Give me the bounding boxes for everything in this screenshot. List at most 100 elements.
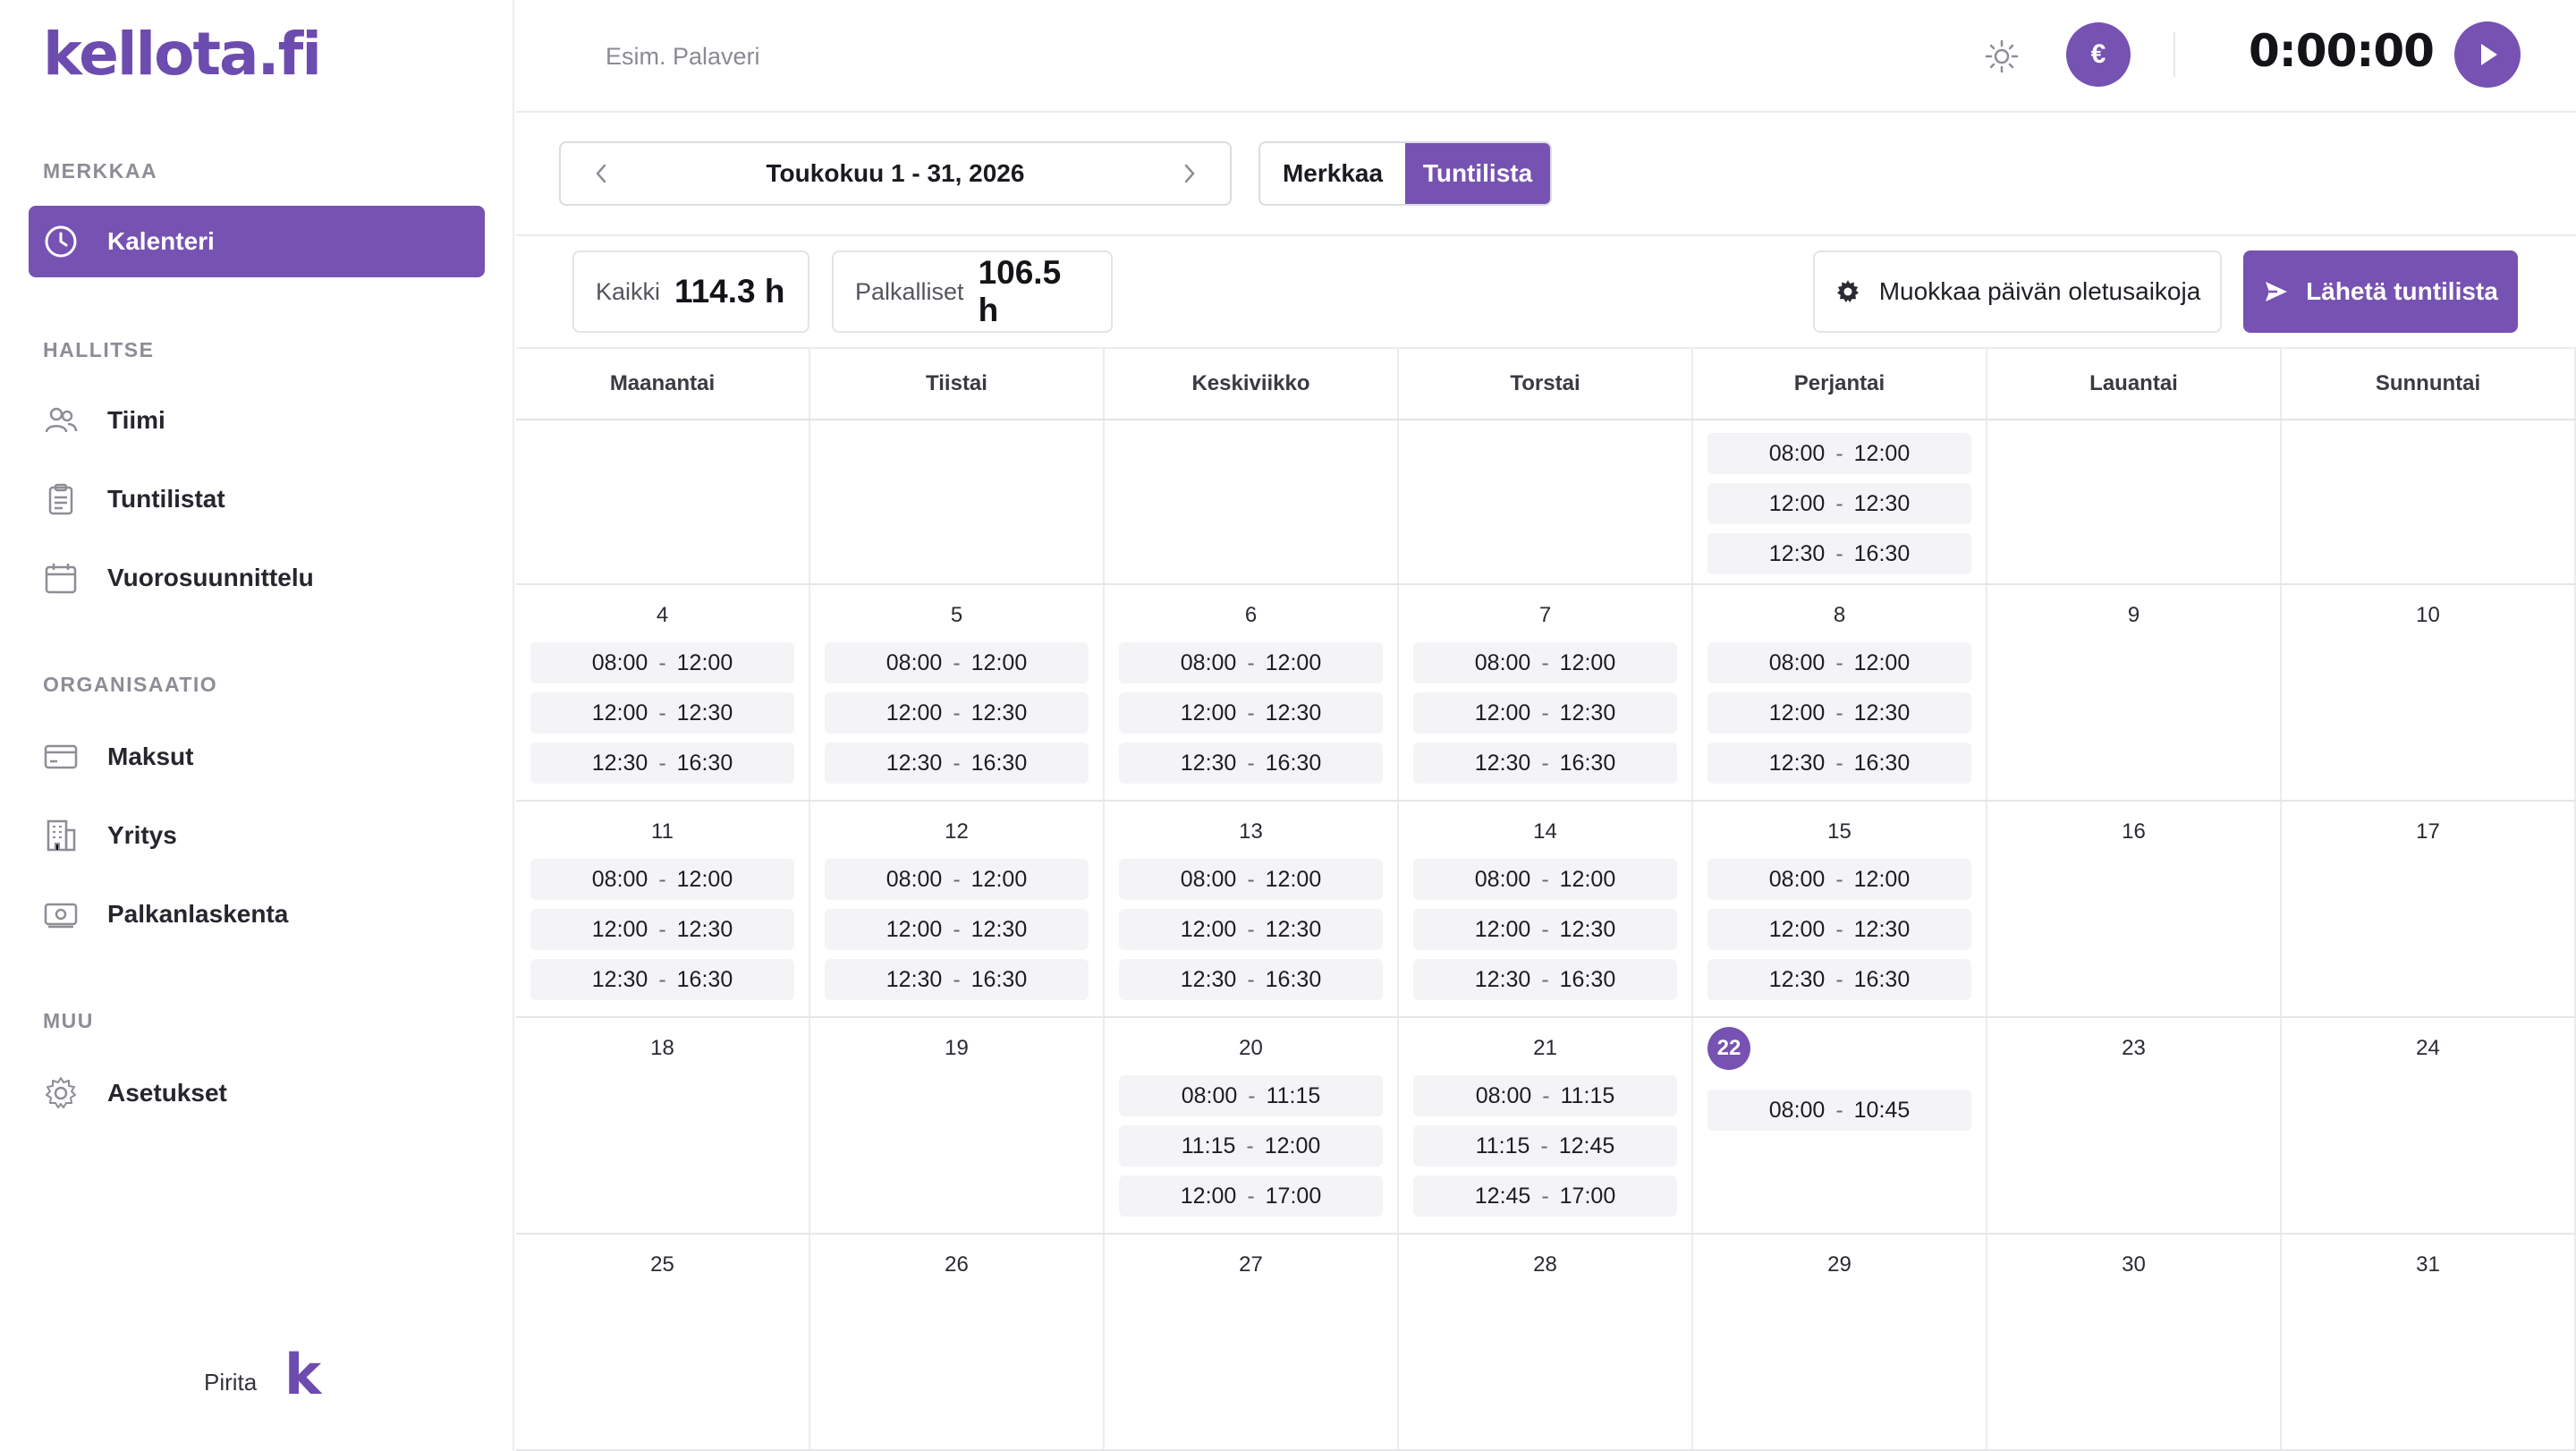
calendar-day-cell[interactable]: 23 (1987, 1018, 2282, 1233)
sidebar-item-tuntilistat[interactable]: Tuntilistat (29, 463, 485, 535)
day-number: 17 (2416, 819, 2440, 844)
calendar-day-cell[interactable]: 6 08:00-12:00 12:00-12:30 12:30-16:30 (1105, 585, 1399, 800)
calendar-day-cell[interactable]: 15 08:00-12:00 12:00-12:30 12:30-16:30 (1693, 802, 1987, 1016)
time-entry[interactable]: 08:00-11:15 (1119, 1075, 1383, 1116)
time-entry[interactable]: 12:30-16:30 (1707, 959, 1971, 1000)
time-entry[interactable]: 08:00-12:00 (825, 859, 1089, 900)
time-entry[interactable]: 12:00-12:30 (1707, 909, 1971, 950)
time-entry[interactable]: 12:30-16:30 (1707, 742, 1971, 784)
billable-toggle-button[interactable]: € (2066, 22, 2131, 87)
theme-toggle-button[interactable] (1979, 34, 2024, 79)
time-entry[interactable]: 12:30-16:30 (530, 959, 794, 1000)
sidebar-item-vuorosuunnittelu[interactable]: Vuorosuunnittelu (29, 542, 485, 614)
time-entry[interactable]: 12:00-12:30 (1707, 483, 1971, 524)
calendar-day-cell[interactable]: 7 08:00-12:00 12:00-12:30 12:30-16:30 (1399, 585, 1693, 800)
time-entry[interactable]: 11:15-12:00 (1119, 1125, 1383, 1167)
time-entry[interactable]: 12:00-12:30 (1119, 692, 1383, 734)
time-entry[interactable]: 12:00-12:30 (1413, 692, 1677, 734)
calendar-day-cell[interactable]: 17 (2282, 802, 2576, 1016)
time-entry[interactable]: 12:30-16:30 (1119, 742, 1383, 784)
time-entry[interactable]: 12:00-12:30 (1707, 692, 1971, 734)
calendar-week-row: 08:00-12:00 12:00-12:30 12:30-16:30 (516, 420, 2576, 585)
calendar-day-cell[interactable]: 21 08:00-11:15 11:15-12:45 12:45-17:00 (1399, 1018, 1693, 1233)
time-entry[interactable]: 08:00-12:00 (1413, 642, 1677, 683)
calendar-day-cell[interactable] (1399, 420, 1693, 583)
calendar-day-cell[interactable]: 5 08:00-12:00 12:00-12:30 12:30-16:30 (810, 585, 1105, 800)
calendar-day-cell[interactable]: 12 08:00-12:00 12:00-12:30 12:30-16:30 (810, 802, 1105, 1016)
calendar-day-cell[interactable]: 30 (1987, 1235, 2282, 1449)
time-entry[interactable]: 12:30-16:30 (1413, 742, 1677, 784)
time-entry[interactable]: 12:00-12:30 (825, 909, 1089, 950)
time-entry[interactable]: 12:30-16:30 (825, 959, 1089, 1000)
time-entry[interactable]: 08:00-12:00 (530, 642, 794, 683)
calendar-day-cell[interactable]: 28 (1399, 1235, 1693, 1449)
time-entry[interactable]: 12:00-17:00 (1119, 1175, 1383, 1217)
time-entry[interactable]: 12:30-16:30 (1707, 533, 1971, 574)
calendar-day-cell[interactable] (2282, 420, 2576, 583)
entry-start-time: 12:30 (1768, 750, 1826, 776)
time-entry[interactable]: 12:30-16:30 (1119, 959, 1383, 1000)
calendar-day-cell[interactable]: 8 08:00-12:00 12:00-12:30 12:30-16:30 (1693, 585, 1987, 800)
tab-merkkaa[interactable]: Merkkaa (1282, 159, 1384, 187)
calendar-day-cell[interactable]: 18 (516, 1018, 810, 1233)
time-entry[interactable]: 11:15-12:45 (1413, 1125, 1677, 1167)
calendar-day-cell[interactable]: 26 (810, 1235, 1105, 1449)
time-entry[interactable]: 12:00-12:30 (1119, 909, 1383, 950)
next-month-button[interactable] (1176, 156, 1203, 191)
time-entry[interactable]: 12:00-12:30 (825, 692, 1089, 734)
calendar-day-cell[interactable]: 31 (2282, 1235, 2576, 1449)
user-name[interactable]: Pirita (204, 1369, 258, 1396)
calendar-day-cell[interactable]: 16 (1987, 802, 2282, 1016)
calendar-day-cell[interactable] (1105, 420, 1399, 583)
calendar-day-cell[interactable]: 22 08:00-10:45 (1693, 1018, 1987, 1233)
edit-default-times-button[interactable]: Muokkaa päivän oletusaikoja (1813, 250, 2222, 333)
sidebar-item-yritys[interactable]: Yritys (29, 800, 485, 871)
entry-separator: - (1835, 866, 1843, 892)
time-entry[interactable]: 12:30-16:30 (530, 742, 794, 784)
calendar-day-cell[interactable]: 19 (810, 1018, 1105, 1233)
calendar-day-cell[interactable] (516, 420, 810, 583)
time-entry[interactable]: 08:00-12:00 (530, 859, 794, 900)
time-entry[interactable]: 12:00-12:30 (530, 692, 794, 734)
time-entry[interactable]: 08:00-12:00 (1707, 642, 1971, 683)
app-logo[interactable]: kellota.fi (43, 20, 322, 89)
calendar-day-cell[interactable]: 08:00-12:00 12:00-12:30 12:30-16:30 (1693, 420, 1987, 583)
sidebar-item-palkanlaskenta[interactable]: Palkanlaskenta (29, 878, 485, 950)
calendar-day-cell[interactable]: 10 (2282, 585, 2576, 800)
time-entry[interactable]: 08:00-11:15 (1413, 1075, 1677, 1116)
calendar-day-cell[interactable] (1987, 420, 2282, 583)
calendar-day-cell[interactable] (810, 420, 1105, 583)
calendar-day-cell[interactable]: 4 08:00-12:00 12:00-12:30 12:30-16:30 (516, 585, 810, 800)
time-entry[interactable]: 08:00-12:00 (1119, 859, 1383, 900)
date-range-label[interactable]: Toukokuu 1 - 31, 2026 (766, 159, 1025, 187)
calendar-day-cell[interactable]: 11 08:00-12:00 12:00-12:30 12:30-16:30 (516, 802, 810, 1016)
sidebar-item-maksut[interactable]: Maksut (29, 721, 485, 793)
start-timer-button[interactable] (2454, 21, 2521, 88)
calendar-day-cell[interactable]: 9 (1987, 585, 2282, 800)
time-entry[interactable]: 12:30-16:30 (825, 742, 1089, 784)
time-entry[interactable]: 12:00-12:30 (530, 909, 794, 950)
sidebar-item-kalenteri[interactable]: Kalenteri (29, 206, 485, 277)
time-entry[interactable]: 08:00-12:00 (1119, 642, 1383, 683)
calendar-day-cell[interactable]: 20 08:00-11:15 11:15-12:00 12:00-17:00 (1105, 1018, 1399, 1233)
time-entry[interactable]: 12:00-12:30 (1413, 909, 1677, 950)
calendar-day-cell[interactable]: 29 (1693, 1235, 1987, 1449)
time-entry[interactable]: 08:00-12:00 (1707, 859, 1971, 900)
send-timesheet-button[interactable]: Lähetä tuntilista (2243, 250, 2518, 333)
time-entry[interactable]: 08:00-12:00 (825, 642, 1089, 683)
tab-tuntilista[interactable]: Tuntilista (1405, 143, 1550, 204)
sidebar-item-asetukset[interactable]: Asetukset (29, 1057, 485, 1129)
sidebar-item-tiimi[interactable]: Tiimi (29, 385, 485, 456)
calendar-day-cell[interactable]: 25 (516, 1235, 810, 1449)
calendar-day-cell[interactable]: 24 (2282, 1018, 2576, 1233)
calendar-day-cell[interactable]: 27 (1105, 1235, 1399, 1449)
time-entry[interactable]: 08:00-12:00 (1413, 859, 1677, 900)
time-entry[interactable]: 12:45-17:00 (1413, 1175, 1677, 1217)
time-entry[interactable]: 08:00-10:45 (1707, 1090, 1971, 1131)
time-entry[interactable]: 08:00-12:00 (1707, 433, 1971, 474)
calendar-day-cell[interactable]: 14 08:00-12:00 12:00-12:30 12:30-16:30 (1399, 802, 1693, 1016)
calendar-day-cell[interactable]: 13 08:00-12:00 12:00-12:30 12:30-16:30 (1105, 802, 1399, 1016)
task-description-input[interactable] (606, 34, 1321, 79)
previous-month-button[interactable] (588, 156, 614, 191)
time-entry[interactable]: 12:30-16:30 (1413, 959, 1677, 1000)
